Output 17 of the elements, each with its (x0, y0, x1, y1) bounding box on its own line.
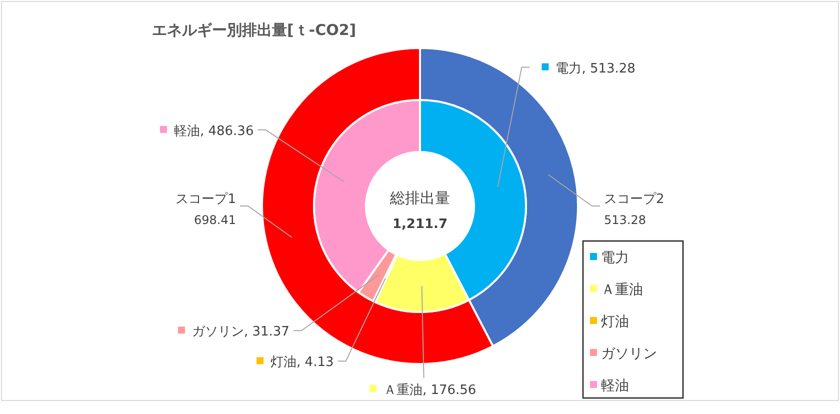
data-label: 電力, 513.28 (556, 61, 636, 76)
data-label: ガソリン, 31.37 (192, 324, 290, 340)
text: 1,211.7 (392, 217, 448, 232)
data-label: 513.28 (604, 213, 646, 227)
chart-title: エネルギー別排出量[ｔ-CO2] (152, 21, 356, 39)
legend-label: 灯油 (601, 314, 629, 330)
legend-label: Ａ重油 (601, 282, 643, 298)
slice-label: スコープ2 (604, 192, 664, 207)
slice-label: スコープ1 (176, 192, 236, 207)
legend-label: 軽油 (601, 378, 629, 394)
data-label: 灯油, 4.13 (270, 355, 334, 370)
legend-label: 電力 (601, 250, 629, 266)
data-label: Ａ重油, 176.56 (383, 382, 476, 398)
data-label: 698.41 (194, 213, 236, 227)
legend-label: ガソリン (601, 346, 657, 362)
text: 総排出量 (389, 189, 450, 207)
data-label: 軽油, 486.36 (174, 124, 254, 139)
